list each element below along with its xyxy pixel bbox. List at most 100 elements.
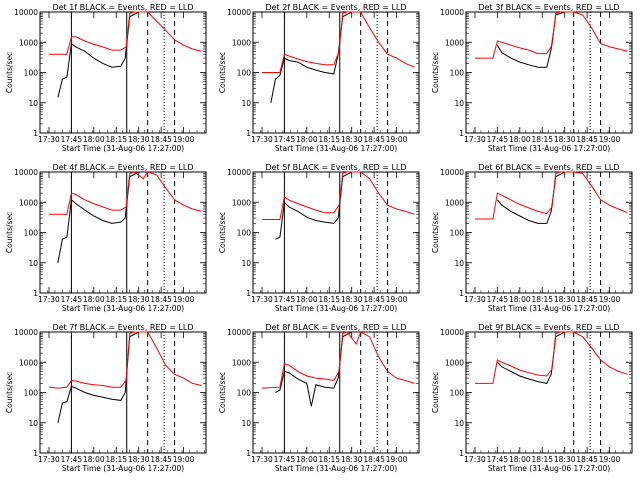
y-axis-label: Counts/sec [218, 52, 227, 93]
x-axis-label: Start Time (31-Aug-06 17:27:00) [62, 464, 184, 473]
series-events-line [497, 171, 583, 224]
series-lld-line [262, 11, 415, 73]
y-tick-label: 100 [237, 229, 252, 238]
x-tick-label: 17:30 [38, 135, 60, 144]
plot-frame [465, 11, 633, 134]
x-tick-label: 19:00 [173, 295, 195, 304]
x-tick-label: 17:45 [61, 295, 83, 304]
detector-panel-5: Det 5f BLACK = Events, RED = LLD 1 10 100 10… [218, 163, 420, 313]
y-tick-label: 10000 [440, 8, 464, 17]
y-tick-label: 10000 [440, 168, 464, 177]
y-tick-label: 100 [450, 229, 465, 238]
plot-frame [39, 331, 207, 454]
y-axis-label: Counts/sec [5, 372, 14, 413]
plot-frame [39, 11, 207, 134]
series-lld-line [261, 331, 415, 389]
x-tick-label: 18:15 [318, 295, 340, 304]
panel-title: Det 4f BLACK = Events, RED = LLD [52, 163, 193, 172]
x-tick-label: 19:00 [386, 135, 408, 144]
y-tick-label: 10 [454, 99, 464, 108]
series-events-line [496, 11, 583, 68]
series-events-line [497, 331, 583, 384]
x-tick-label: 18:30 [554, 295, 576, 304]
x-tick-label: 17:30 [251, 455, 273, 464]
x-tick-label: 18:15 [105, 135, 127, 144]
y-tick-label: 10000 [440, 328, 464, 337]
y-tick-label: 1000 [19, 358, 38, 367]
y-tick-label: 10 [241, 259, 251, 268]
x-tick-label: 18:45 [576, 295, 598, 304]
x-tick-label: 18:00 [296, 455, 318, 464]
y-axis-label: Counts/sec [218, 372, 227, 413]
x-axis-label: Start Time (31-Aug-06 17:27:00) [275, 304, 397, 313]
y-tick-label: 10 [28, 419, 38, 428]
y-tick-label: 10 [241, 99, 251, 108]
x-tick-label: 18:45 [363, 455, 385, 464]
x-tick-label: 17:45 [487, 135, 509, 144]
panel-title: Det 7f BLACK = Events, RED = LLD [52, 323, 193, 332]
x-tick-label: 19:00 [173, 455, 195, 464]
x-tick-label: 18:30 [341, 455, 363, 464]
y-tick-label: 10000 [227, 168, 251, 177]
x-tick-label: 18:30 [128, 295, 150, 304]
x-tick-label: 18:00 [296, 295, 318, 304]
x-tick-label: 17:45 [274, 295, 296, 304]
x-tick-label: 18:15 [318, 455, 340, 464]
plot-frame [252, 171, 420, 294]
x-tick-label: 18:45 [363, 295, 385, 304]
y-axis-label: Counts/sec [218, 212, 227, 253]
x-tick-label: 18:00 [296, 135, 318, 144]
y-tick-label: 1000 [445, 358, 464, 367]
x-tick-label: 18:30 [554, 455, 576, 464]
x-tick-label: 19:00 [386, 295, 408, 304]
y-tick-label: 100 [24, 69, 39, 78]
x-tick-label: 18:00 [509, 295, 531, 304]
x-tick-label: 17:30 [251, 295, 273, 304]
detector-panel-4: Det 4f BLACK = Events, RED = LLD 1 10 100 10… [5, 163, 207, 313]
series-lld-line [475, 171, 628, 220]
x-tick-label: 19:00 [386, 455, 408, 464]
y-tick-label: 1000 [232, 198, 251, 207]
x-tick-label: 18:45 [363, 135, 385, 144]
plot-frame [465, 171, 633, 294]
detector-panel-7: Det 7f BLACK = Events, RED = LLD 1 10 100 10… [5, 323, 207, 473]
y-tick-label: 1 [459, 289, 464, 298]
y-axis-label: Counts/sec [5, 212, 14, 253]
x-tick-label: 18:45 [576, 135, 598, 144]
y-tick-label: 1000 [445, 198, 464, 207]
y-tick-label: 10000 [14, 328, 38, 337]
y-tick-label: 10 [28, 259, 38, 268]
x-tick-label: 17:45 [274, 135, 296, 144]
x-tick-label: 18:45 [150, 455, 172, 464]
plot-frame [252, 331, 420, 454]
panel-title: Det 8f BLACK = Events, RED = LLD [265, 323, 406, 332]
x-tick-label: 18:15 [105, 295, 127, 304]
x-tick-label: 18:15 [531, 295, 553, 304]
x-tick-label: 18:00 [509, 455, 531, 464]
series-events-line [57, 171, 157, 263]
series-lld-line [49, 11, 202, 55]
x-tick-label: 18:45 [150, 295, 172, 304]
y-tick-label: 10 [454, 419, 464, 428]
x-tick-label: 18:30 [341, 135, 363, 144]
plot-frame [465, 331, 633, 454]
x-tick-label: 18:45 [150, 135, 172, 144]
x-axis-label: Start Time (31-Aug-06 17:27:00) [275, 464, 397, 473]
y-tick-label: 100 [24, 229, 39, 238]
x-tick-label: 19:00 [599, 295, 621, 304]
y-tick-label: 10 [454, 259, 464, 268]
series-lld-line [48, 331, 202, 389]
y-tick-label: 1 [246, 129, 251, 138]
x-axis-label: Start Time (31-Aug-06 17:27:00) [62, 304, 184, 313]
x-tick-label: 18:30 [554, 135, 576, 144]
series-lld-line [475, 11, 628, 59]
detector-panel-3: Det 3f BLACK = Events, RED = LLD 1 10 100 10… [431, 3, 633, 153]
x-tick-label: 17:45 [487, 295, 509, 304]
panel-title: Det 1f BLACK = Events, RED = LLD [52, 3, 193, 12]
x-tick-label: 19:00 [599, 455, 621, 464]
series-events-line [275, 171, 370, 240]
x-tick-label: 17:30 [464, 455, 486, 464]
x-tick-label: 17:30 [38, 295, 60, 304]
y-tick-label: 10000 [14, 168, 38, 177]
